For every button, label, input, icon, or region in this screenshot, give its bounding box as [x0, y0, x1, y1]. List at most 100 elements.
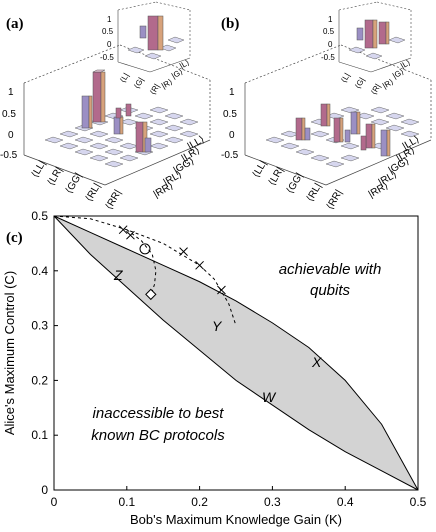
basis-label: ⟨RR| [325, 188, 345, 212]
inset-basis-label: ⟨R| [369, 82, 382, 96]
bar [344, 129, 351, 143]
annotation-achievable: qubits [310, 282, 351, 299]
region-annotations: achievable with qubits inaccessible to b… [91, 261, 381, 444]
inset-basis-label: |L⟩ [178, 58, 191, 71]
bar [360, 135, 367, 151]
panel-a-inset: 1 0.5 0 -0.5 ⟨L| ⟨G| ⟨R| |L⟩ |G⟩ |R⟩ [100, 1, 191, 96]
bar [144, 137, 152, 153]
panel-a-bars [81, 69, 152, 153]
bar [92, 69, 106, 123]
bar [320, 103, 331, 127]
panel-a-z-ticks: 1 0.5 0 -0.5 [0, 87, 18, 161]
y-tick-label: 0.4 [31, 264, 48, 278]
z-tick: 0 [8, 130, 14, 141]
plot-frame [53, 215, 419, 491]
diamond-marker [145, 288, 157, 301]
y-tick-label: 0.5 [31, 209, 48, 223]
y-tick-label: 0 [41, 483, 48, 497]
bar [115, 107, 122, 119]
x-marker [217, 285, 226, 295]
panel-b-label: (b) [221, 16, 239, 32]
z-tick: 1 [229, 87, 235, 98]
inset-basis-label: |L⟩ [399, 58, 412, 71]
panel-a-basis-labels: ⟨LL| ⟨LR| ⟨GG| ⟨RL| ⟨RR| [30, 159, 124, 212]
bar [295, 117, 306, 141]
inset-tick: 0 [107, 40, 112, 49]
inset-basis-label: |R⟩ [160, 77, 174, 90]
inset-basis-label: ⟨R| [148, 82, 161, 96]
bar [304, 127, 311, 141]
series-line-4 [126, 229, 157, 296]
x-marker [126, 230, 135, 240]
inset-tick: 1 [328, 15, 333, 24]
x-axis-label: Bob's Maximum Knowledge Gain (K) [130, 512, 342, 527]
x-marker [118, 225, 128, 235]
y-axis-ticks: 0 0.1 0.2 0.3 0.4 0.5 [31, 209, 58, 497]
annotation-inaccessible: inaccessible to best [93, 405, 225, 422]
inset-tick: -0.5 [321, 53, 335, 62]
inset-tick: 1 [107, 15, 112, 24]
basis-label: ⟨RL| [84, 181, 103, 203]
basis-label: ⟨RL| [305, 181, 324, 203]
inset-basis-label: ⟨G| [132, 76, 146, 90]
curve-label-w: W [262, 389, 277, 405]
basis-label: ⟨LL| [30, 159, 48, 180]
curve-label-x: X [311, 354, 322, 370]
gray-region [54, 216, 418, 490]
panel-a-label: (a) [6, 16, 24, 32]
panel-b: (b) 1 0.5 0 -0.5 [221, 1, 432, 212]
curve-label-y: Y [212, 318, 223, 334]
inset-basis-label: |R⟩ [381, 77, 395, 90]
z-tick: 0 [229, 130, 235, 141]
inset-basis-label: ⟨L| [339, 71, 352, 84]
annotation-inaccessible: known BC protocols [91, 427, 225, 444]
x-marker [179, 247, 188, 256]
series-line-2 [53, 215, 419, 491]
panel-b-inset: 1 0.5 0 -0.5 ⟨L| ⟨G| ⟨R| |L⟩ |G⟩ [321, 1, 412, 96]
basis-label: ⟨LL| [251, 159, 269, 180]
panel-a-main-plot [23, 44, 211, 186]
y-tick-label: 0.1 [31, 428, 48, 442]
z-tick: -0.5 [221, 150, 239, 161]
bar [125, 103, 132, 117]
basis-label: ⟨GG| [285, 171, 306, 196]
z-tick: 0.5 [2, 109, 16, 120]
bar [365, 123, 376, 149]
inset-basis-label: ⟨G| [353, 76, 367, 90]
x-tick-label: 0.5 [410, 495, 427, 509]
y-axis-label: Alice's Maximum Control (C) [2, 271, 17, 435]
bar [380, 129, 391, 157]
bar [356, 19, 390, 49]
panel-a-floor [44, 106, 199, 168]
curve-label-z: Z [113, 267, 123, 283]
annotation-achievable: achievable with [279, 261, 382, 278]
series-line-1 [53, 215, 419, 491]
z-tick: 1 [8, 87, 14, 98]
x-tick-label: 0 [51, 495, 58, 509]
basis-label: ⟨GG| [64, 171, 85, 196]
x-tick-label: 0.2 [191, 495, 208, 509]
x-tick-label: 0.3 [264, 495, 281, 509]
x-tick-label: 0.4 [337, 495, 354, 509]
curve-labels: Z Y X W [113, 267, 322, 405]
markers [118, 225, 226, 301]
y-tick-label: 0.2 [31, 373, 48, 387]
panel-a: (a) 1 0.5 0 -0.5 [0, 1, 211, 212]
z-tick: 0.5 [223, 109, 237, 120]
panel-b-bars [295, 103, 391, 157]
y-tick-label: 0.3 [31, 319, 48, 333]
bar [139, 15, 164, 51]
basis-label: ⟨RR| [104, 188, 124, 212]
panel-c-label: (c) [6, 230, 23, 246]
panel-c: (c) 0 0.1 0.2 0.3 0.4 0.5 0 0.1 0.2 0.3 0.4 0.5 Bo… [2, 209, 427, 527]
x-marker [195, 260, 204, 270]
inset-basis-label: ⟨L| [118, 71, 131, 84]
inset-tick: -0.5 [100, 53, 114, 62]
inset-tick: 0 [328, 40, 333, 49]
inset-tick: 0.5 [102, 27, 114, 36]
panel-b-basis-labels: ⟨LL| ⟨LR| ⟨GG| ⟨RL| ⟨RR| [251, 159, 345, 212]
shaded-region [54, 216, 418, 490]
bar [113, 116, 124, 135]
x-axis-ticks: 0 0.1 0.2 0.3 0.4 0.5 [51, 486, 427, 509]
